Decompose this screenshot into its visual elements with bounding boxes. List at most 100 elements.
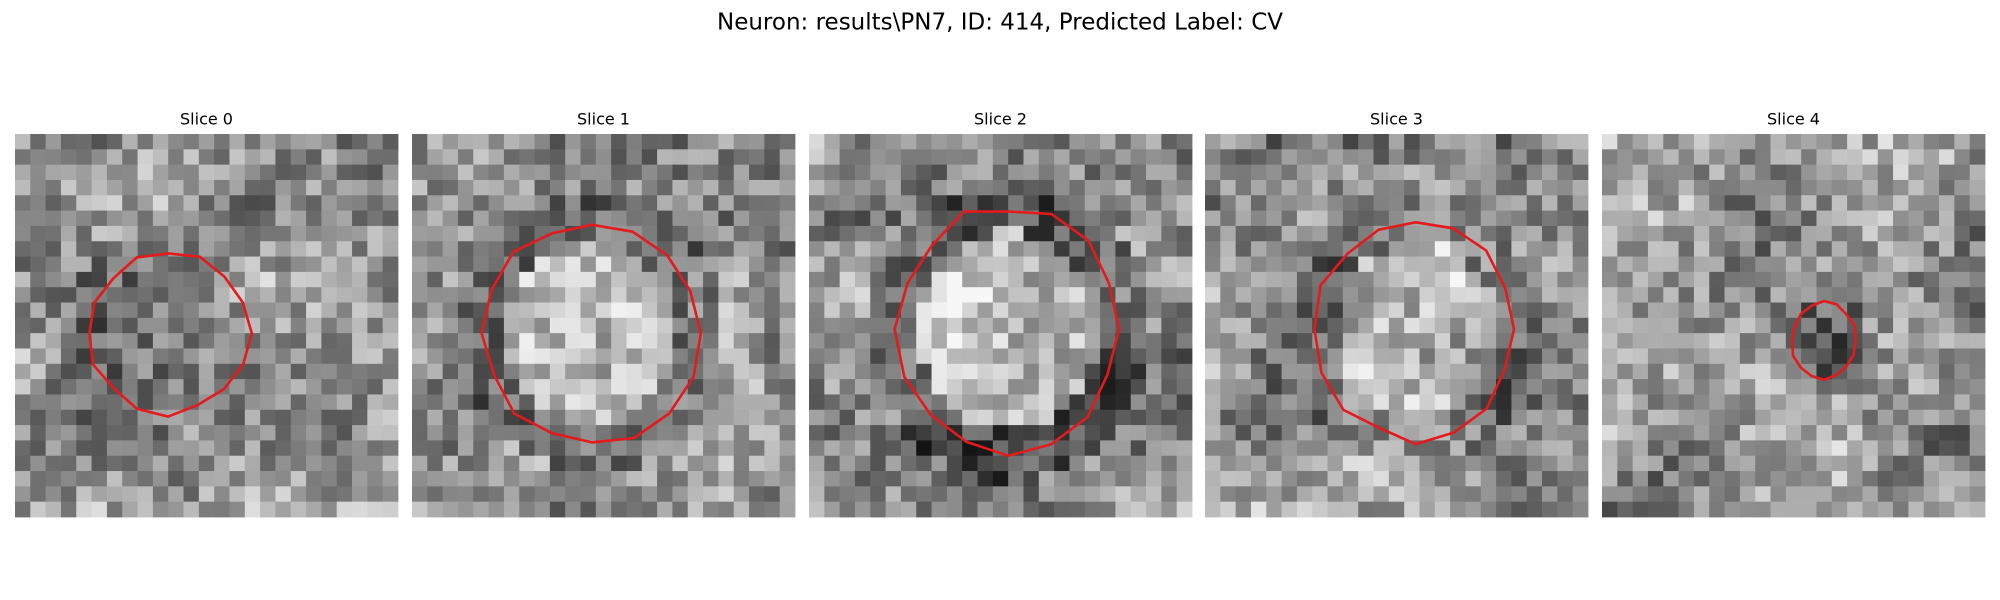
pixel (1008, 241, 1024, 257)
pixel (1130, 149, 1147, 166)
pixel (870, 363, 886, 380)
pixel (152, 225, 169, 242)
pixel (1739, 149, 1756, 166)
pixel (367, 317, 384, 334)
pixel (1542, 501, 1558, 518)
pixel (1358, 501, 1374, 518)
pixel (76, 195, 92, 211)
pixel (1176, 302, 1193, 319)
pixel (367, 363, 384, 380)
pixel (1770, 379, 1787, 395)
pixel (367, 302, 384, 319)
pixel (1205, 271, 1221, 288)
pixel (244, 409, 261, 426)
pixel (1161, 164, 1178, 181)
pixel (1785, 164, 1802, 181)
pixel (275, 164, 292, 181)
pixel (885, 348, 902, 365)
pixel (1709, 179, 1725, 196)
pixel (1176, 195, 1193, 211)
pixel (885, 501, 902, 518)
pixel (626, 210, 643, 227)
pixel (779, 394, 796, 411)
pixel (1647, 455, 1664, 472)
pixel (1373, 287, 1390, 303)
pixel (1023, 471, 1040, 487)
pixel (611, 241, 627, 257)
pixel (1496, 486, 1512, 503)
pixel (1617, 164, 1634, 181)
pixel (1755, 271, 1771, 288)
pixel (1480, 379, 1497, 395)
pixel (1923, 317, 1940, 334)
pixel (1235, 195, 1252, 211)
pixel (244, 164, 261, 181)
pixel (657, 486, 673, 503)
pixel (1724, 134, 1741, 150)
pixel (595, 179, 612, 196)
pixel (321, 394, 338, 411)
pixel (946, 225, 963, 242)
pixel (1557, 440, 1574, 457)
pixel (352, 287, 368, 303)
pixel (367, 179, 384, 196)
pixel (1450, 317, 1466, 334)
pixel (122, 149, 138, 166)
pixel (1450, 425, 1466, 441)
pixel (198, 164, 215, 181)
pixel (1617, 241, 1634, 257)
pixel (1785, 501, 1802, 518)
pixel (824, 425, 841, 441)
pixel (626, 501, 643, 518)
pixel (1296, 210, 1313, 227)
pixel (1250, 379, 1267, 395)
pixel (1908, 379, 1925, 395)
pixel (1511, 363, 1528, 380)
pixel (1023, 256, 1040, 273)
pixel (687, 425, 704, 441)
pixel (442, 486, 459, 503)
pixel (1100, 425, 1116, 441)
pixel (885, 149, 902, 166)
pixel (183, 333, 200, 349)
pixel (183, 210, 200, 227)
pixel (626, 317, 643, 334)
pixel (580, 348, 597, 365)
pixel (1969, 164, 1986, 181)
pixel (1831, 348, 1848, 365)
pixel (977, 471, 994, 487)
pixel (977, 425, 994, 441)
pixel (1084, 471, 1101, 487)
pixel (779, 486, 796, 503)
pixel (764, 394, 781, 411)
pixel (152, 164, 169, 181)
pixel (764, 210, 781, 227)
pixel (457, 134, 474, 150)
pixel (1220, 271, 1237, 288)
pixel (1115, 486, 1132, 503)
pixel (687, 455, 704, 472)
pixel (733, 455, 750, 472)
pixel (198, 333, 215, 349)
pixel (1939, 225, 1955, 242)
pixel (992, 317, 1009, 334)
pixel (1342, 471, 1359, 487)
pixel (1434, 225, 1451, 242)
pixel (1327, 317, 1344, 334)
pixel (1939, 302, 1955, 319)
pixel (1908, 317, 1925, 334)
pixel (1847, 256, 1863, 273)
pixel (1130, 271, 1147, 288)
pixel (779, 409, 796, 426)
pixel (1785, 256, 1802, 273)
pixel (977, 287, 994, 303)
pixel (1312, 409, 1328, 426)
pixel (1908, 256, 1925, 273)
pixel (672, 317, 689, 334)
pixel (30, 471, 47, 487)
pixel (1663, 287, 1679, 303)
pixel (626, 394, 643, 411)
pixel (1954, 134, 1971, 150)
pixel (1801, 394, 1817, 411)
pixel (168, 471, 184, 487)
